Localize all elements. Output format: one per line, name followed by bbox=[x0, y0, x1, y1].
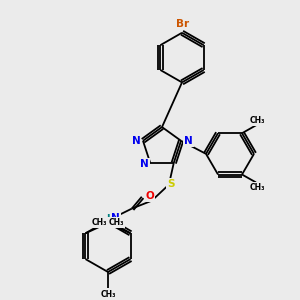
Text: N: N bbox=[111, 213, 120, 223]
Text: S: S bbox=[167, 179, 175, 189]
Text: N: N bbox=[132, 136, 140, 146]
Text: H: H bbox=[106, 214, 114, 224]
Text: CH₃: CH₃ bbox=[109, 218, 124, 227]
Text: CH₃: CH₃ bbox=[92, 218, 107, 227]
Text: N: N bbox=[140, 159, 148, 169]
Text: CH₃: CH₃ bbox=[100, 290, 116, 299]
Text: CH₃: CH₃ bbox=[249, 183, 265, 192]
Text: O: O bbox=[146, 191, 154, 201]
Text: CH₃: CH₃ bbox=[249, 116, 265, 125]
Text: Br: Br bbox=[176, 19, 190, 29]
Text: N: N bbox=[184, 136, 192, 146]
